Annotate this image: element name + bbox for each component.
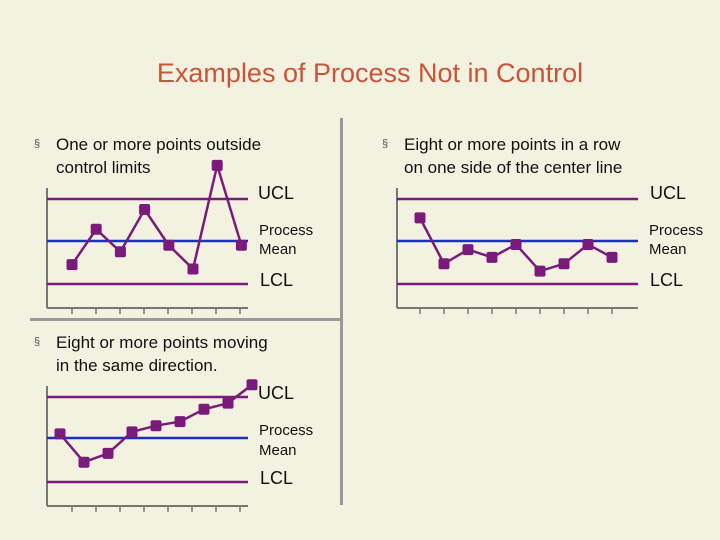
data-point bbox=[438, 258, 450, 270]
data-point bbox=[174, 416, 186, 428]
horizontal-divider bbox=[30, 318, 342, 321]
bullet-mark: § bbox=[34, 336, 41, 348]
lcl-label: LCL bbox=[650, 270, 683, 290]
data-point bbox=[235, 239, 247, 251]
mean-label-1: Process bbox=[649, 222, 703, 239]
mean-label-2: Mean bbox=[259, 241, 297, 258]
data-point bbox=[139, 204, 151, 215]
bullet-one-side: § Eight or more points in a row on one s… bbox=[382, 133, 622, 179]
data-point bbox=[126, 426, 138, 438]
mean-label-2: Mean bbox=[649, 241, 687, 258]
data-point bbox=[510, 238, 522, 250]
data-point bbox=[150, 420, 162, 432]
ucl-label: UCL bbox=[258, 383, 294, 403]
data-point bbox=[558, 258, 570, 270]
data-point bbox=[66, 259, 78, 271]
bullet-same-direction: § Eight or more points moving in the sam… bbox=[34, 331, 268, 377]
data-point bbox=[222, 397, 234, 409]
chart-same-direction: UCL Process Mean LCL bbox=[46, 379, 313, 512]
data-point bbox=[246, 379, 258, 391]
lcl-label: LCL bbox=[260, 468, 293, 488]
bullet-mark: § bbox=[382, 138, 389, 150]
data-point bbox=[414, 212, 426, 224]
bullet-line-1: One or more points outside bbox=[56, 135, 262, 154]
mean-label-1: Process bbox=[259, 422, 313, 439]
data-series-line bbox=[70, 160, 243, 272]
bullet-outside-limits: § One or more points outside control lim… bbox=[34, 133, 261, 179]
data-point bbox=[102, 447, 114, 459]
chart-one-side: UCL Process Mean LCL bbox=[396, 183, 703, 314]
mean-label-1: Process bbox=[259, 222, 313, 239]
data-point bbox=[606, 251, 618, 263]
data-point bbox=[187, 263, 199, 275]
data-point bbox=[198, 403, 210, 415]
data-point bbox=[90, 223, 102, 235]
data-point bbox=[78, 456, 90, 468]
data-point bbox=[54, 428, 66, 440]
bullet-mark: § bbox=[34, 138, 41, 150]
mean-label-2: Mean bbox=[259, 442, 297, 459]
data-point bbox=[163, 239, 175, 251]
page-title: Examples of Process Not in Control bbox=[156, 58, 584, 88]
ucl-label: UCL bbox=[258, 183, 294, 203]
data-point bbox=[462, 244, 474, 256]
bullet-line-2: on one side of the center line bbox=[404, 158, 623, 177]
lcl-label: LCL bbox=[260, 270, 293, 290]
data-point bbox=[211, 159, 223, 171]
ucl-label: UCL bbox=[650, 183, 686, 203]
chart-outside-limits: UCL Process Mean LCL bbox=[46, 159, 313, 314]
bullet-line-1: Eight or more points in a row bbox=[404, 135, 621, 154]
data-point bbox=[582, 238, 594, 250]
bullet-line-2: in the same direction. bbox=[56, 356, 218, 375]
data-point bbox=[534, 265, 546, 277]
vertical-divider bbox=[340, 118, 343, 505]
bullet-line-2: control limits bbox=[56, 158, 151, 177]
data-point bbox=[486, 251, 498, 263]
data-point bbox=[114, 246, 126, 258]
bullet-line-1: Eight or more points moving bbox=[56, 333, 268, 352]
